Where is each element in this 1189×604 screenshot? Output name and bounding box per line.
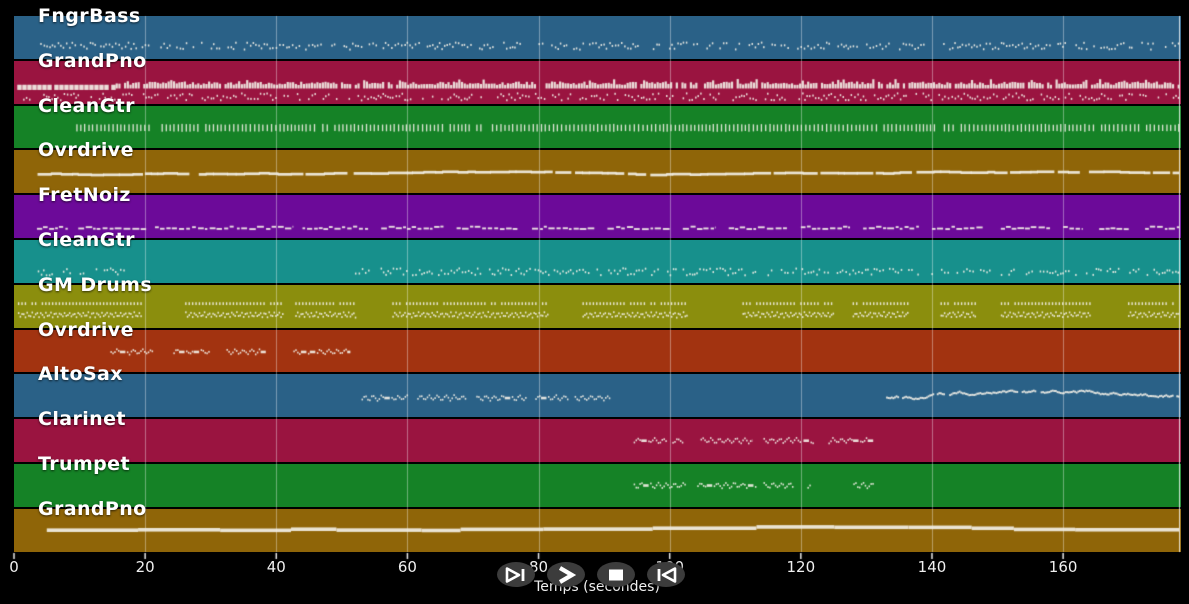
axis-tick-label: 40 xyxy=(266,558,286,576)
track-label: Ovrdrive xyxy=(38,139,134,162)
stop-button[interactable] xyxy=(597,562,635,587)
transport-bar xyxy=(497,562,685,587)
fast-forward-button[interactable] xyxy=(547,562,585,587)
track-label: GrandPno xyxy=(38,497,147,520)
track-label: Trumpet xyxy=(38,453,130,475)
track-label: FretNoiz xyxy=(38,184,131,207)
track-label: Ovrdrive xyxy=(38,318,134,341)
play-button[interactable] xyxy=(497,562,535,587)
axis-tick-label: 60 xyxy=(397,558,417,576)
track-label: Clarinet xyxy=(38,408,126,431)
fast-forward-icon xyxy=(558,565,577,584)
axis-tick-label: 20 xyxy=(135,558,155,576)
axis-tick-label: 120 xyxy=(786,558,816,576)
track-label: AltoSax xyxy=(38,363,123,386)
axis-tick-label: 0 xyxy=(9,558,19,576)
track-label: CleanGtr xyxy=(38,229,135,251)
stop-icon xyxy=(609,569,623,580)
track-label: GrandPno xyxy=(38,49,147,72)
axis-tick-label: 140 xyxy=(917,558,947,576)
play-skip-forward-icon xyxy=(505,566,525,583)
track-label: CleanGtr xyxy=(38,94,135,117)
rewind-icon xyxy=(657,566,677,583)
axis-tick-label: 160 xyxy=(1048,558,1078,576)
rewind-button[interactable] xyxy=(647,562,685,587)
track-label: GM Drums xyxy=(38,273,153,296)
track-label: FngrBass xyxy=(38,5,141,27)
